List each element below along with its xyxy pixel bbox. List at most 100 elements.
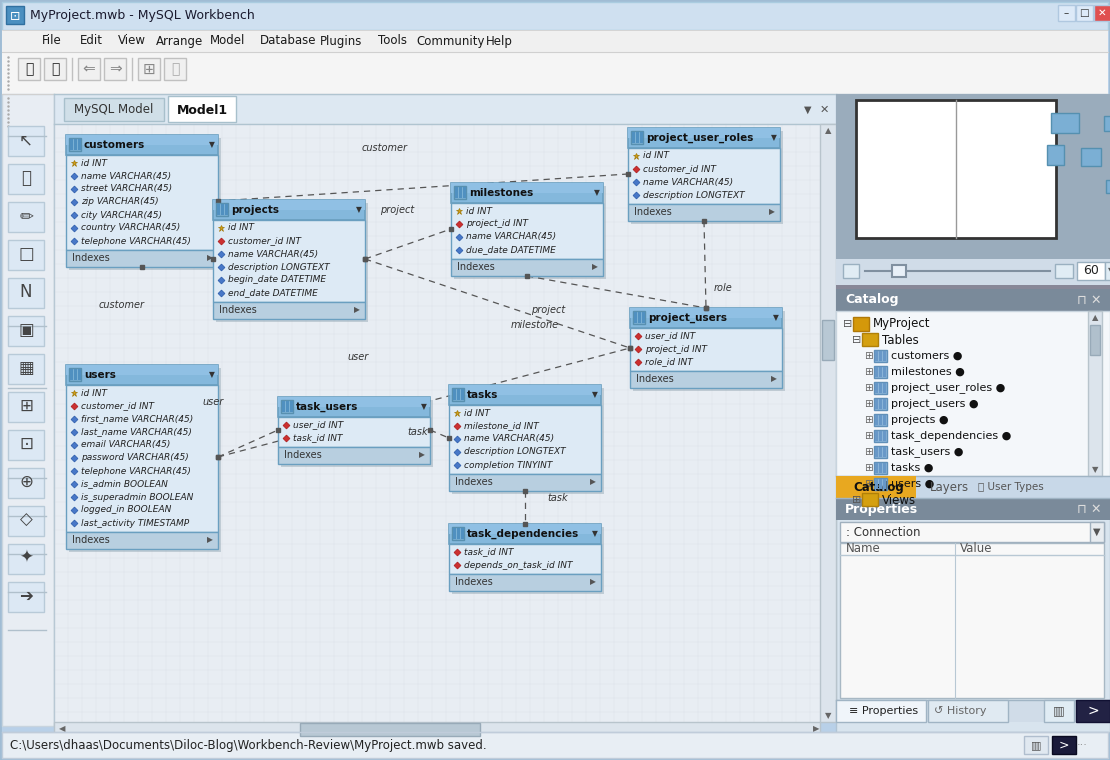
Text: ▼: ▼ xyxy=(209,141,215,150)
Text: ⊞: ⊞ xyxy=(864,415,872,425)
Text: □: □ xyxy=(18,245,34,263)
Bar xyxy=(463,187,466,198)
Text: ▼: ▼ xyxy=(773,313,779,322)
Text: customer_id INT: customer_id INT xyxy=(81,401,154,410)
Text: customers: customers xyxy=(84,140,145,150)
Text: project_id INT: project_id INT xyxy=(645,344,707,353)
Bar xyxy=(636,132,639,143)
Bar xyxy=(65,365,218,385)
Bar xyxy=(69,368,81,381)
Bar xyxy=(879,431,882,441)
Bar xyxy=(862,333,878,346)
Text: name VARCHAR(45): name VARCHAR(45) xyxy=(464,435,554,444)
Text: ⊓: ⊓ xyxy=(1077,502,1087,515)
Text: ▲: ▲ xyxy=(1092,313,1098,322)
Text: Catalog: Catalog xyxy=(845,293,898,306)
Bar xyxy=(452,527,464,540)
Bar xyxy=(6,6,24,24)
Bar xyxy=(836,289,1110,311)
Bar xyxy=(450,574,601,591)
Bar xyxy=(1054,264,1073,278)
Text: logged_in BOOLEAN: logged_in BOOLEAN xyxy=(81,505,171,515)
Bar xyxy=(65,385,218,532)
Text: name VARCHAR(45): name VARCHAR(45) xyxy=(643,178,733,186)
Text: ⊞: ⊞ xyxy=(19,397,33,415)
Bar xyxy=(216,203,369,322)
Text: Model1: Model1 xyxy=(176,103,228,116)
Text: customer: customer xyxy=(99,300,145,310)
Text: project: project xyxy=(380,205,414,215)
Bar xyxy=(2,94,54,726)
Bar xyxy=(450,524,601,544)
Bar xyxy=(628,128,780,138)
Bar xyxy=(54,124,836,722)
Bar xyxy=(874,462,887,474)
Bar xyxy=(451,203,603,259)
Text: password VARCHAR(45): password VARCHAR(45) xyxy=(81,454,189,463)
Bar xyxy=(78,58,100,80)
Text: ⊞: ⊞ xyxy=(864,447,872,457)
Text: description LONGTEXT: description LONGTEXT xyxy=(228,262,330,271)
Text: Indexes: Indexes xyxy=(457,262,495,272)
Text: project_id INT: project_id INT xyxy=(466,220,528,229)
Text: Indexes: Indexes xyxy=(72,535,110,545)
Text: telephone VARCHAR(45): telephone VARCHAR(45) xyxy=(81,467,191,476)
Text: ▶: ▶ xyxy=(354,306,360,315)
Text: ↖: ↖ xyxy=(19,131,33,149)
Text: MySQL Model: MySQL Model xyxy=(74,103,153,116)
Bar xyxy=(630,328,783,371)
Bar xyxy=(628,148,780,204)
Bar xyxy=(875,479,878,489)
Text: task: task xyxy=(407,427,428,437)
Text: task_id INT: task_id INT xyxy=(464,547,514,556)
Text: role: role xyxy=(714,283,733,293)
Text: milestone_id INT: milestone_id INT xyxy=(464,422,538,430)
Bar xyxy=(138,58,160,80)
Bar xyxy=(879,399,882,409)
Bar xyxy=(836,259,1110,285)
Text: ▶: ▶ xyxy=(771,375,777,384)
Bar xyxy=(875,415,878,425)
Bar xyxy=(838,477,852,491)
Text: Catalog: Catalog xyxy=(852,480,904,493)
Bar xyxy=(74,369,77,380)
Bar xyxy=(69,138,81,151)
Bar xyxy=(64,98,164,121)
Text: id INT: id INT xyxy=(81,388,107,397)
Bar xyxy=(216,204,220,215)
Bar xyxy=(879,383,882,393)
Bar xyxy=(875,447,878,457)
Text: task_dependencies ●: task_dependencies ● xyxy=(891,431,1011,442)
Bar xyxy=(453,389,456,400)
Bar xyxy=(8,392,44,422)
Bar xyxy=(874,414,887,426)
Text: first_name VARCHAR(45): first_name VARCHAR(45) xyxy=(81,414,193,423)
Text: customers ●: customers ● xyxy=(891,351,962,361)
Text: ⇐: ⇐ xyxy=(82,62,95,77)
Text: ⊞: ⊞ xyxy=(864,399,872,409)
Text: ▼: ▼ xyxy=(209,371,215,379)
Bar xyxy=(842,264,859,278)
Bar xyxy=(874,430,887,442)
Bar xyxy=(882,367,886,377)
Bar xyxy=(1051,113,1079,133)
Text: task_users: task_users xyxy=(296,402,359,412)
Bar xyxy=(836,94,1110,259)
Bar xyxy=(630,131,783,224)
Bar xyxy=(221,204,224,215)
Text: Community: Community xyxy=(416,34,484,47)
Bar xyxy=(213,200,365,210)
Text: Name: Name xyxy=(846,543,880,556)
Text: Indexes: Indexes xyxy=(636,374,674,384)
Bar xyxy=(874,446,887,458)
Bar xyxy=(875,463,878,473)
Text: ···: ··· xyxy=(1077,740,1088,750)
Bar xyxy=(8,544,44,574)
Bar xyxy=(882,415,886,425)
Text: 🖥 User Types: 🖥 User Types xyxy=(978,482,1043,492)
Bar xyxy=(1077,262,1104,280)
Text: ⊞: ⊞ xyxy=(864,351,872,361)
Text: name VARCHAR(45): name VARCHAR(45) xyxy=(81,172,171,181)
Bar xyxy=(2,2,1108,30)
Bar xyxy=(875,431,878,441)
